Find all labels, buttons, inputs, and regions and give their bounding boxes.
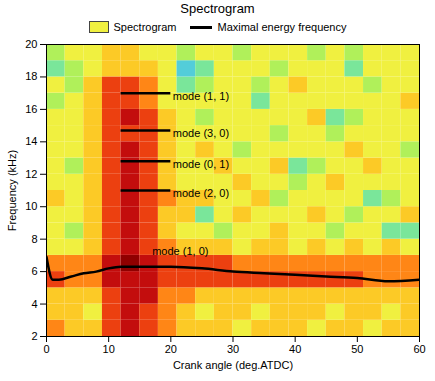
svg-text:mode (1, 0): mode (1, 0) [152,245,208,257]
svg-text:30: 30 [227,343,239,355]
svg-text:mode (2, 0): mode (2, 0) [173,187,229,199]
html-text:Maximal energy frequency: Maximal energy frequency [217,21,347,33]
svg-text:4: 4 [31,298,37,310]
html-text:Spectrogram: Spectrogram [180,1,255,16]
svg-text:Frequency (kHz): Frequency (kHz) [6,150,18,231]
svg-text:mode (3, 0): mode (3, 0) [173,127,229,139]
svg-text:10: 10 [25,200,37,212]
svg-text:18: 18 [25,70,37,82]
svg-text:14: 14 [25,135,37,147]
svg-text:6: 6 [31,265,37,277]
svg-text:8: 8 [31,233,37,245]
svg-text:mode (0, 1): mode (0, 1) [173,158,229,170]
svg-text:12: 12 [25,168,37,180]
svg-text:20: 20 [165,343,177,355]
svg-text:20: 20 [25,38,37,50]
svg-text:40: 40 [289,343,301,355]
svg-text:mode (1, 1): mode (1, 1) [173,90,229,102]
svg-text:0: 0 [43,343,49,355]
html-text:Spectrogram: Spectrogram [113,21,177,33]
svg-text:50: 50 [351,343,363,355]
svg-text:60: 60 [413,343,425,355]
svg-text:10: 10 [103,343,115,355]
svg-text:16: 16 [25,103,37,115]
svg-text:2: 2 [31,330,37,342]
svg-text:Crank angle (deg.ATDC): Crank angle (deg.ATDC) [173,359,293,371]
